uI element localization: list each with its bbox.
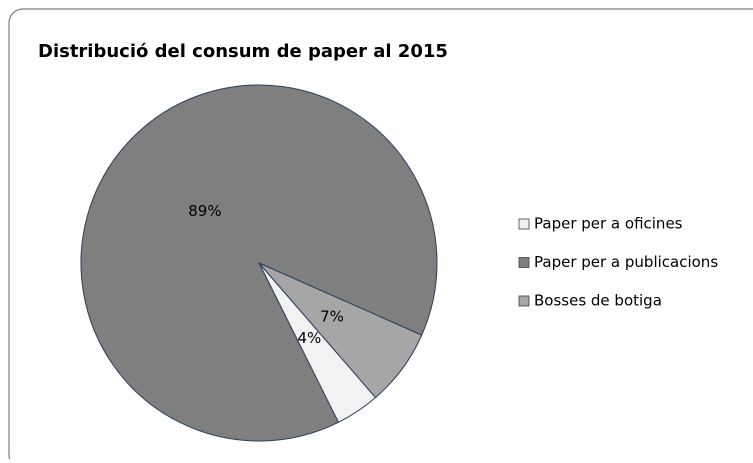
legend-label: Bosses de botiga	[534, 292, 662, 310]
data-label: 89%	[188, 202, 221, 220]
legend-swatch	[518, 218, 530, 230]
legend-swatch	[518, 295, 530, 307]
data-label: 7%	[320, 307, 344, 325]
chart-title: Distribució del consum de paper al 2015	[38, 41, 448, 62]
legend-swatch	[518, 257, 530, 268]
data-label: 4%	[297, 329, 321, 347]
pie-slice	[258, 262, 423, 399]
legend-label: Paper per a publicacions	[534, 253, 718, 271]
legend-label: Paper per a oficines	[534, 215, 683, 233]
